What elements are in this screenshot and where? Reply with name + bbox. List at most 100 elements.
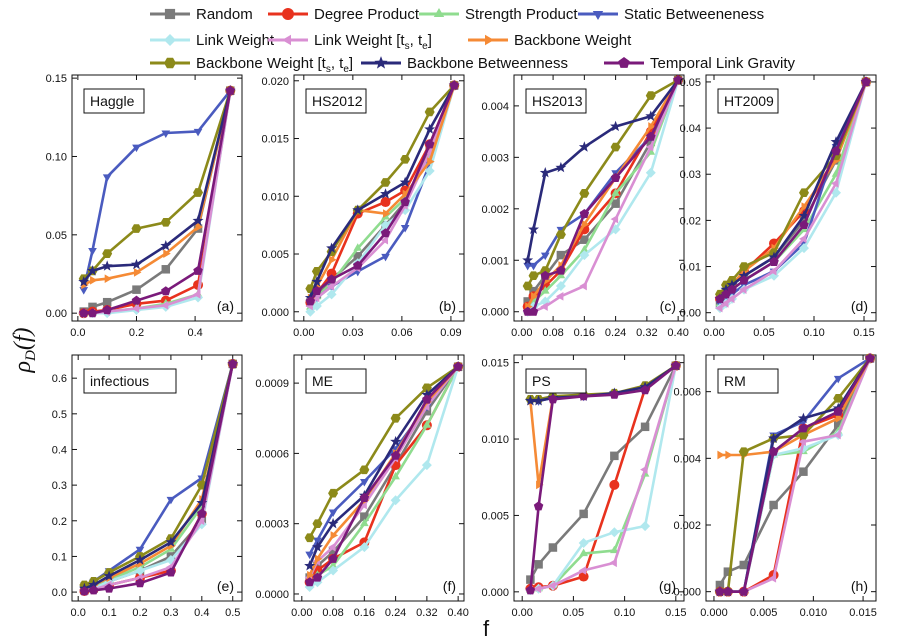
data-point bbox=[533, 584, 542, 594]
x-tick-label: 0.08 bbox=[542, 327, 563, 339]
data-point bbox=[646, 131, 656, 141]
data-point bbox=[380, 188, 392, 199]
data-point bbox=[102, 305, 112, 315]
data-point bbox=[163, 249, 171, 258]
data-point bbox=[531, 291, 539, 301]
dataset-label: infectious bbox=[90, 373, 149, 389]
data-point bbox=[768, 251, 780, 262]
panel-letter: (d) bbox=[851, 298, 868, 314]
data-point bbox=[79, 287, 89, 295]
data-point bbox=[305, 296, 316, 306]
data-point bbox=[311, 541, 323, 552]
data-point bbox=[380, 178, 391, 187]
data-point bbox=[103, 570, 115, 581]
y-tick-label: 0.01 bbox=[680, 262, 701, 274]
data-point bbox=[160, 301, 169, 310]
data-point bbox=[768, 432, 780, 443]
data-point bbox=[540, 286, 550, 294]
y-tick-label: 0.020 bbox=[261, 76, 289, 88]
data-point bbox=[799, 243, 809, 254]
data-point bbox=[79, 586, 90, 596]
data-point bbox=[328, 488, 339, 498]
data-point bbox=[536, 480, 544, 490]
data-point bbox=[799, 234, 807, 244]
series-strength-product bbox=[80, 358, 238, 592]
legend-marker bbox=[374, 56, 388, 69]
legend-label: Random bbox=[196, 6, 253, 23]
legend-entry-link-weight-ts-te: Link Weight [ts, te] bbox=[268, 32, 432, 52]
data-point bbox=[540, 270, 551, 280]
panel-letter: (h) bbox=[851, 578, 868, 594]
y-tick-label: 0.5 bbox=[52, 409, 67, 421]
data-point bbox=[861, 76, 871, 86]
data-point bbox=[390, 450, 401, 460]
data-point bbox=[798, 210, 810, 221]
data-point bbox=[311, 300, 322, 311]
data-point bbox=[610, 451, 619, 461]
y-tick-label: 0.00 bbox=[680, 308, 701, 320]
y-tick-label: 0.005 bbox=[261, 249, 289, 261]
data-point bbox=[579, 509, 588, 519]
data-point bbox=[195, 222, 204, 232]
data-point bbox=[132, 144, 141, 153]
data-point bbox=[645, 142, 654, 152]
data-point bbox=[352, 260, 363, 270]
legend-entry-strength-product: Strength Product bbox=[419, 6, 578, 23]
panel-infectious: 0.0 0.1 0.2 0.3 0.4 0.5 0.0 0.1 0.2 0.3 0.4 0.5 0.6 i… bbox=[52, 354, 243, 619]
dataset-label-box bbox=[83, 88, 145, 114]
series-temporal-link-gravity bbox=[304, 361, 463, 587]
panel-letter: (g) bbox=[659, 578, 676, 594]
data-point bbox=[522, 281, 533, 291]
data-point bbox=[304, 533, 315, 543]
y-tick-label: 0.3 bbox=[52, 480, 67, 492]
series-line bbox=[309, 84, 456, 299]
data-point bbox=[723, 586, 733, 596]
data-point bbox=[307, 570, 315, 580]
legend-label: Backbone Weight [ts, te] bbox=[196, 55, 353, 75]
legend-entry-backbone-weight-ts-te: Backbone Weight [ts, te] bbox=[150, 55, 353, 75]
series-degree-product bbox=[305, 80, 460, 308]
data-point bbox=[359, 492, 370, 502]
data-point bbox=[578, 141, 590, 152]
data-point bbox=[768, 446, 779, 456]
x-tick-label: 0.2 bbox=[132, 607, 147, 619]
y-tick-label: 0.00 bbox=[46, 308, 67, 320]
dataset-label-box bbox=[305, 368, 367, 394]
y-tick-label: 0.0000 bbox=[255, 589, 289, 601]
plot-frame bbox=[513, 74, 685, 322]
data-point bbox=[739, 586, 749, 596]
data-point bbox=[400, 197, 410, 207]
data-point bbox=[555, 291, 564, 301]
data-point bbox=[422, 394, 432, 404]
data-point bbox=[311, 275, 323, 287]
panel-letter: (e) bbox=[217, 578, 234, 594]
data-point bbox=[798, 430, 809, 440]
data-point bbox=[610, 120, 622, 132]
data-point bbox=[78, 276, 90, 287]
legend-marker bbox=[164, 57, 176, 69]
series-temporal-link-gravity bbox=[79, 358, 238, 596]
dataset-label: Haggle bbox=[90, 93, 135, 109]
dataset-label: HS2013 bbox=[532, 93, 583, 109]
x-tick-label: 0.0 bbox=[70, 327, 85, 339]
panel-me: 0.00 0.08 0.16 0.24 0.32 0.40 0.0000 0.0003 0.00… bbox=[255, 354, 469, 619]
series-temporal-link-gravity bbox=[715, 76, 871, 303]
data-point bbox=[165, 536, 177, 547]
data-point bbox=[611, 188, 620, 196]
data-point bbox=[312, 519, 323, 529]
data-point bbox=[720, 283, 732, 295]
series-temporal-link-gravity bbox=[305, 80, 459, 306]
y-tick-label: 0.010 bbox=[481, 434, 509, 446]
data-point bbox=[525, 585, 536, 595]
legend: Random Degree Product Strength Product Stat… bbox=[150, 6, 796, 75]
data-point bbox=[160, 240, 172, 251]
y-tick-label: 0.015 bbox=[481, 358, 509, 370]
data-point bbox=[304, 560, 316, 571]
data-point bbox=[102, 249, 113, 258]
data-point bbox=[725, 450, 733, 460]
plot-frame bbox=[293, 74, 465, 322]
y-tick-label: 0.002 bbox=[673, 520, 701, 532]
y-tick-label: 0.005 bbox=[481, 510, 509, 522]
data-point bbox=[548, 543, 558, 552]
x-tick-label: 0.1 bbox=[101, 607, 116, 619]
